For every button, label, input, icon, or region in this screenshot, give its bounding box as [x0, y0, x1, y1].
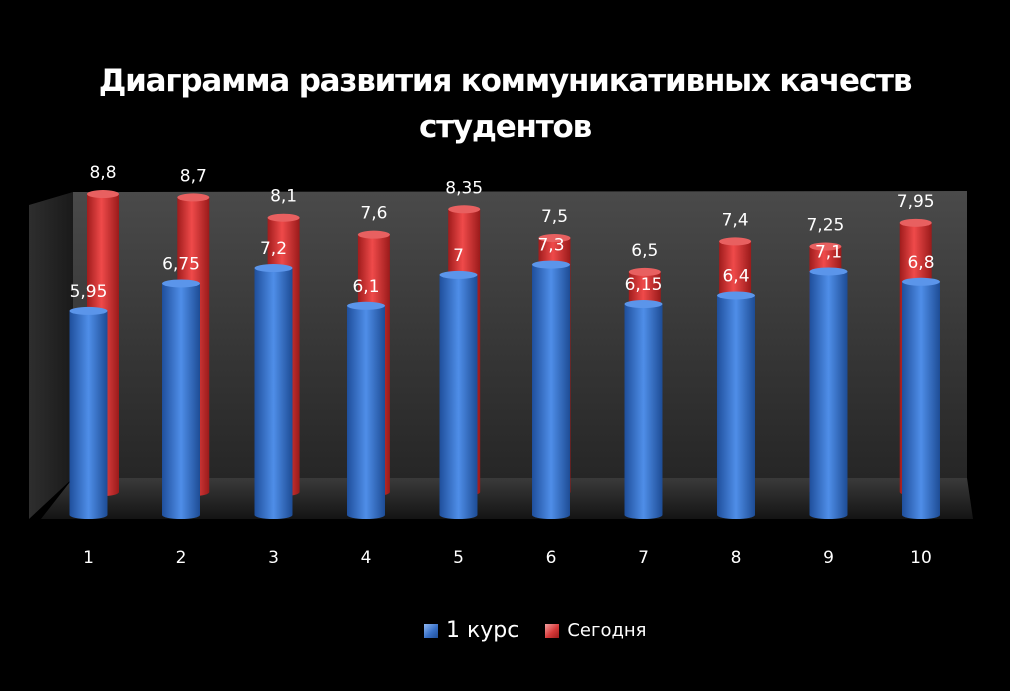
bar-1-kurs-8	[717, 291, 755, 519]
chart-title-line-2: студентов	[418, 109, 592, 145]
bar-1-kurs-4	[347, 301, 385, 519]
chart-title-line-1: Диаграмма развития коммуникативных качес…	[98, 63, 913, 99]
data-label-segodnya-8: 7,4	[722, 210, 749, 230]
chart-side-wall	[29, 192, 73, 519]
bar-1-kurs-3	[254, 264, 293, 519]
data-label-1-kurs-7: 6,15	[625, 275, 663, 295]
x-tick-label-5: 5	[453, 548, 464, 568]
x-tick-label-10: 10	[910, 548, 932, 568]
legend-label-1-kurs: 1 курс	[446, 618, 520, 643]
data-label-1-kurs-6: 7,3	[537, 236, 564, 256]
data-label-segodnya-3: 8,1	[270, 187, 297, 207]
data-label-1-kurs-2: 6,75	[162, 254, 200, 274]
data-label-1-kurs-5: 7	[453, 246, 464, 266]
bar-1-kurs-1	[69, 306, 108, 519]
data-label-1-kurs-8: 6,4	[722, 266, 749, 286]
data-label-segodnya-1: 8,8	[89, 163, 116, 183]
bar-1-kurs-10	[902, 277, 940, 519]
bar-1-kurs-5	[439, 270, 478, 519]
x-tick-label-1: 1	[83, 548, 94, 568]
bar-1-kurs-7	[624, 300, 663, 519]
x-tick-label-7: 7	[638, 548, 649, 568]
bar-1-kurs-6	[532, 260, 570, 519]
x-tick-label-8: 8	[731, 548, 742, 568]
data-label-segodnya-10: 7,95	[897, 192, 935, 212]
x-tick-label-9: 9	[823, 548, 834, 568]
data-label-1-kurs-4: 6,1	[352, 277, 379, 297]
legend-item-1-kurs: 1 курс	[424, 618, 519, 643]
legend-label-segodnya: Сегодня	[567, 620, 647, 641]
data-label-1-kurs-10: 6,8	[907, 253, 934, 273]
data-label-segodnya-9: 7,25	[806, 216, 844, 236]
legend-item-segodnya: Сегодня	[545, 620, 647, 641]
chart-title: Диаграмма развития коммуникативных качес…	[0, 58, 1010, 150]
bar-1-kurs-2	[162, 279, 200, 519]
data-label-1-kurs-9: 7,1	[815, 242, 842, 262]
data-label-1-kurs-1: 5,95	[70, 282, 108, 302]
data-label-segodnya-4: 7,6	[360, 204, 387, 224]
bar-1-kurs-9	[809, 267, 848, 519]
data-label-segodnya-6: 7,5	[541, 207, 568, 227]
legend: 1 курс Сегодня	[424, 618, 647, 643]
x-tick-label-2: 2	[176, 548, 187, 568]
x-tick-label-6: 6	[546, 548, 557, 568]
data-label-1-kurs-3: 7,2	[260, 239, 287, 259]
data-label-segodnya-5: 8,35	[445, 178, 483, 198]
data-label-segodnya-2: 8,7	[180, 166, 207, 186]
x-tick-label-3: 3	[268, 548, 279, 568]
x-tick-label-4: 4	[361, 548, 372, 568]
data-label-segodnya-7: 6,5	[631, 241, 658, 261]
legend-swatch-red	[545, 623, 560, 638]
legend-swatch-blue	[424, 623, 438, 638]
